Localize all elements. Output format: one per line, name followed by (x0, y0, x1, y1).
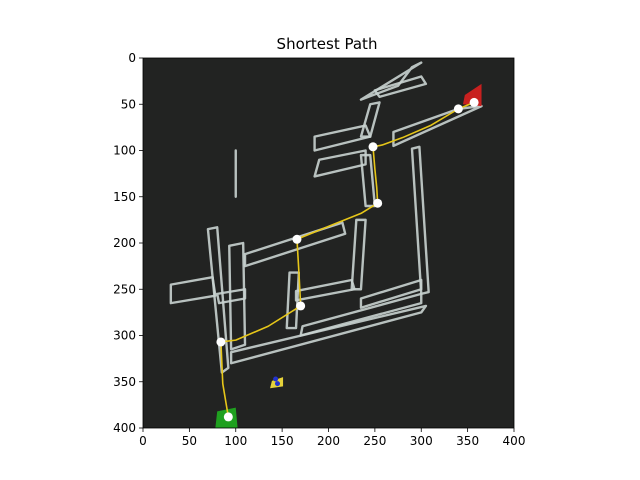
robot-marker-dot (274, 381, 280, 387)
x-tick-label: 0 (139, 434, 147, 448)
y-axis-ticks: 0 50 100 150 200 250 300 350 400 (113, 51, 143, 435)
chart-title: Shortest Path (277, 35, 378, 53)
maze-corridor (228, 241, 247, 351)
x-tick-label: 150 (271, 434, 294, 448)
maze-corridor (313, 124, 372, 152)
y-tick-label: 100 (113, 144, 136, 158)
y-tick-label: 50 (121, 97, 136, 111)
x-tick-label: 100 (224, 434, 247, 448)
path-waypoint (373, 198, 383, 208)
x-tick-label: 300 (410, 434, 433, 448)
y-tick-label: 0 (128, 51, 136, 65)
maze-corridor (359, 61, 423, 101)
path-waypoint (223, 412, 233, 422)
maze-background (143, 58, 514, 428)
maze-corridor (229, 304, 428, 365)
path-waypoint (368, 142, 378, 152)
y-tick-label: 400 (113, 421, 136, 435)
x-tick-label: 400 (503, 434, 526, 448)
plot-area (142, 57, 515, 429)
y-tick-label: 350 (113, 375, 136, 389)
maze-corridor (373, 75, 428, 99)
x-tick-label: 250 (363, 434, 386, 448)
maze-corridor (359, 101, 381, 138)
y-tick-label: 200 (113, 236, 136, 250)
x-tick-label: 200 (317, 434, 340, 448)
maze-corridor (350, 218, 367, 291)
y-tick-label: 300 (113, 329, 136, 343)
y-tick-label: 250 (113, 282, 136, 296)
maze-corridor (410, 145, 430, 296)
path-waypoint (216, 337, 226, 347)
x-axis-ticks: 0 50 100 150 200 250 300 350 400 (139, 428, 525, 448)
path-waypoint (292, 234, 302, 244)
y-tick-label: 150 (113, 190, 136, 204)
x-tick-label: 50 (182, 434, 197, 448)
maze-layer (169, 61, 483, 428)
robot-marker-dot (273, 376, 279, 382)
maze-corridor (313, 149, 367, 178)
path-waypoint (453, 104, 463, 114)
maze-corridor (169, 276, 217, 305)
maze-corridor (243, 221, 347, 268)
path-waypoint (296, 301, 306, 311)
shortest-path-line (220, 101, 475, 418)
path-waypoint (469, 97, 479, 107)
x-tick-label: 350 (456, 434, 479, 448)
